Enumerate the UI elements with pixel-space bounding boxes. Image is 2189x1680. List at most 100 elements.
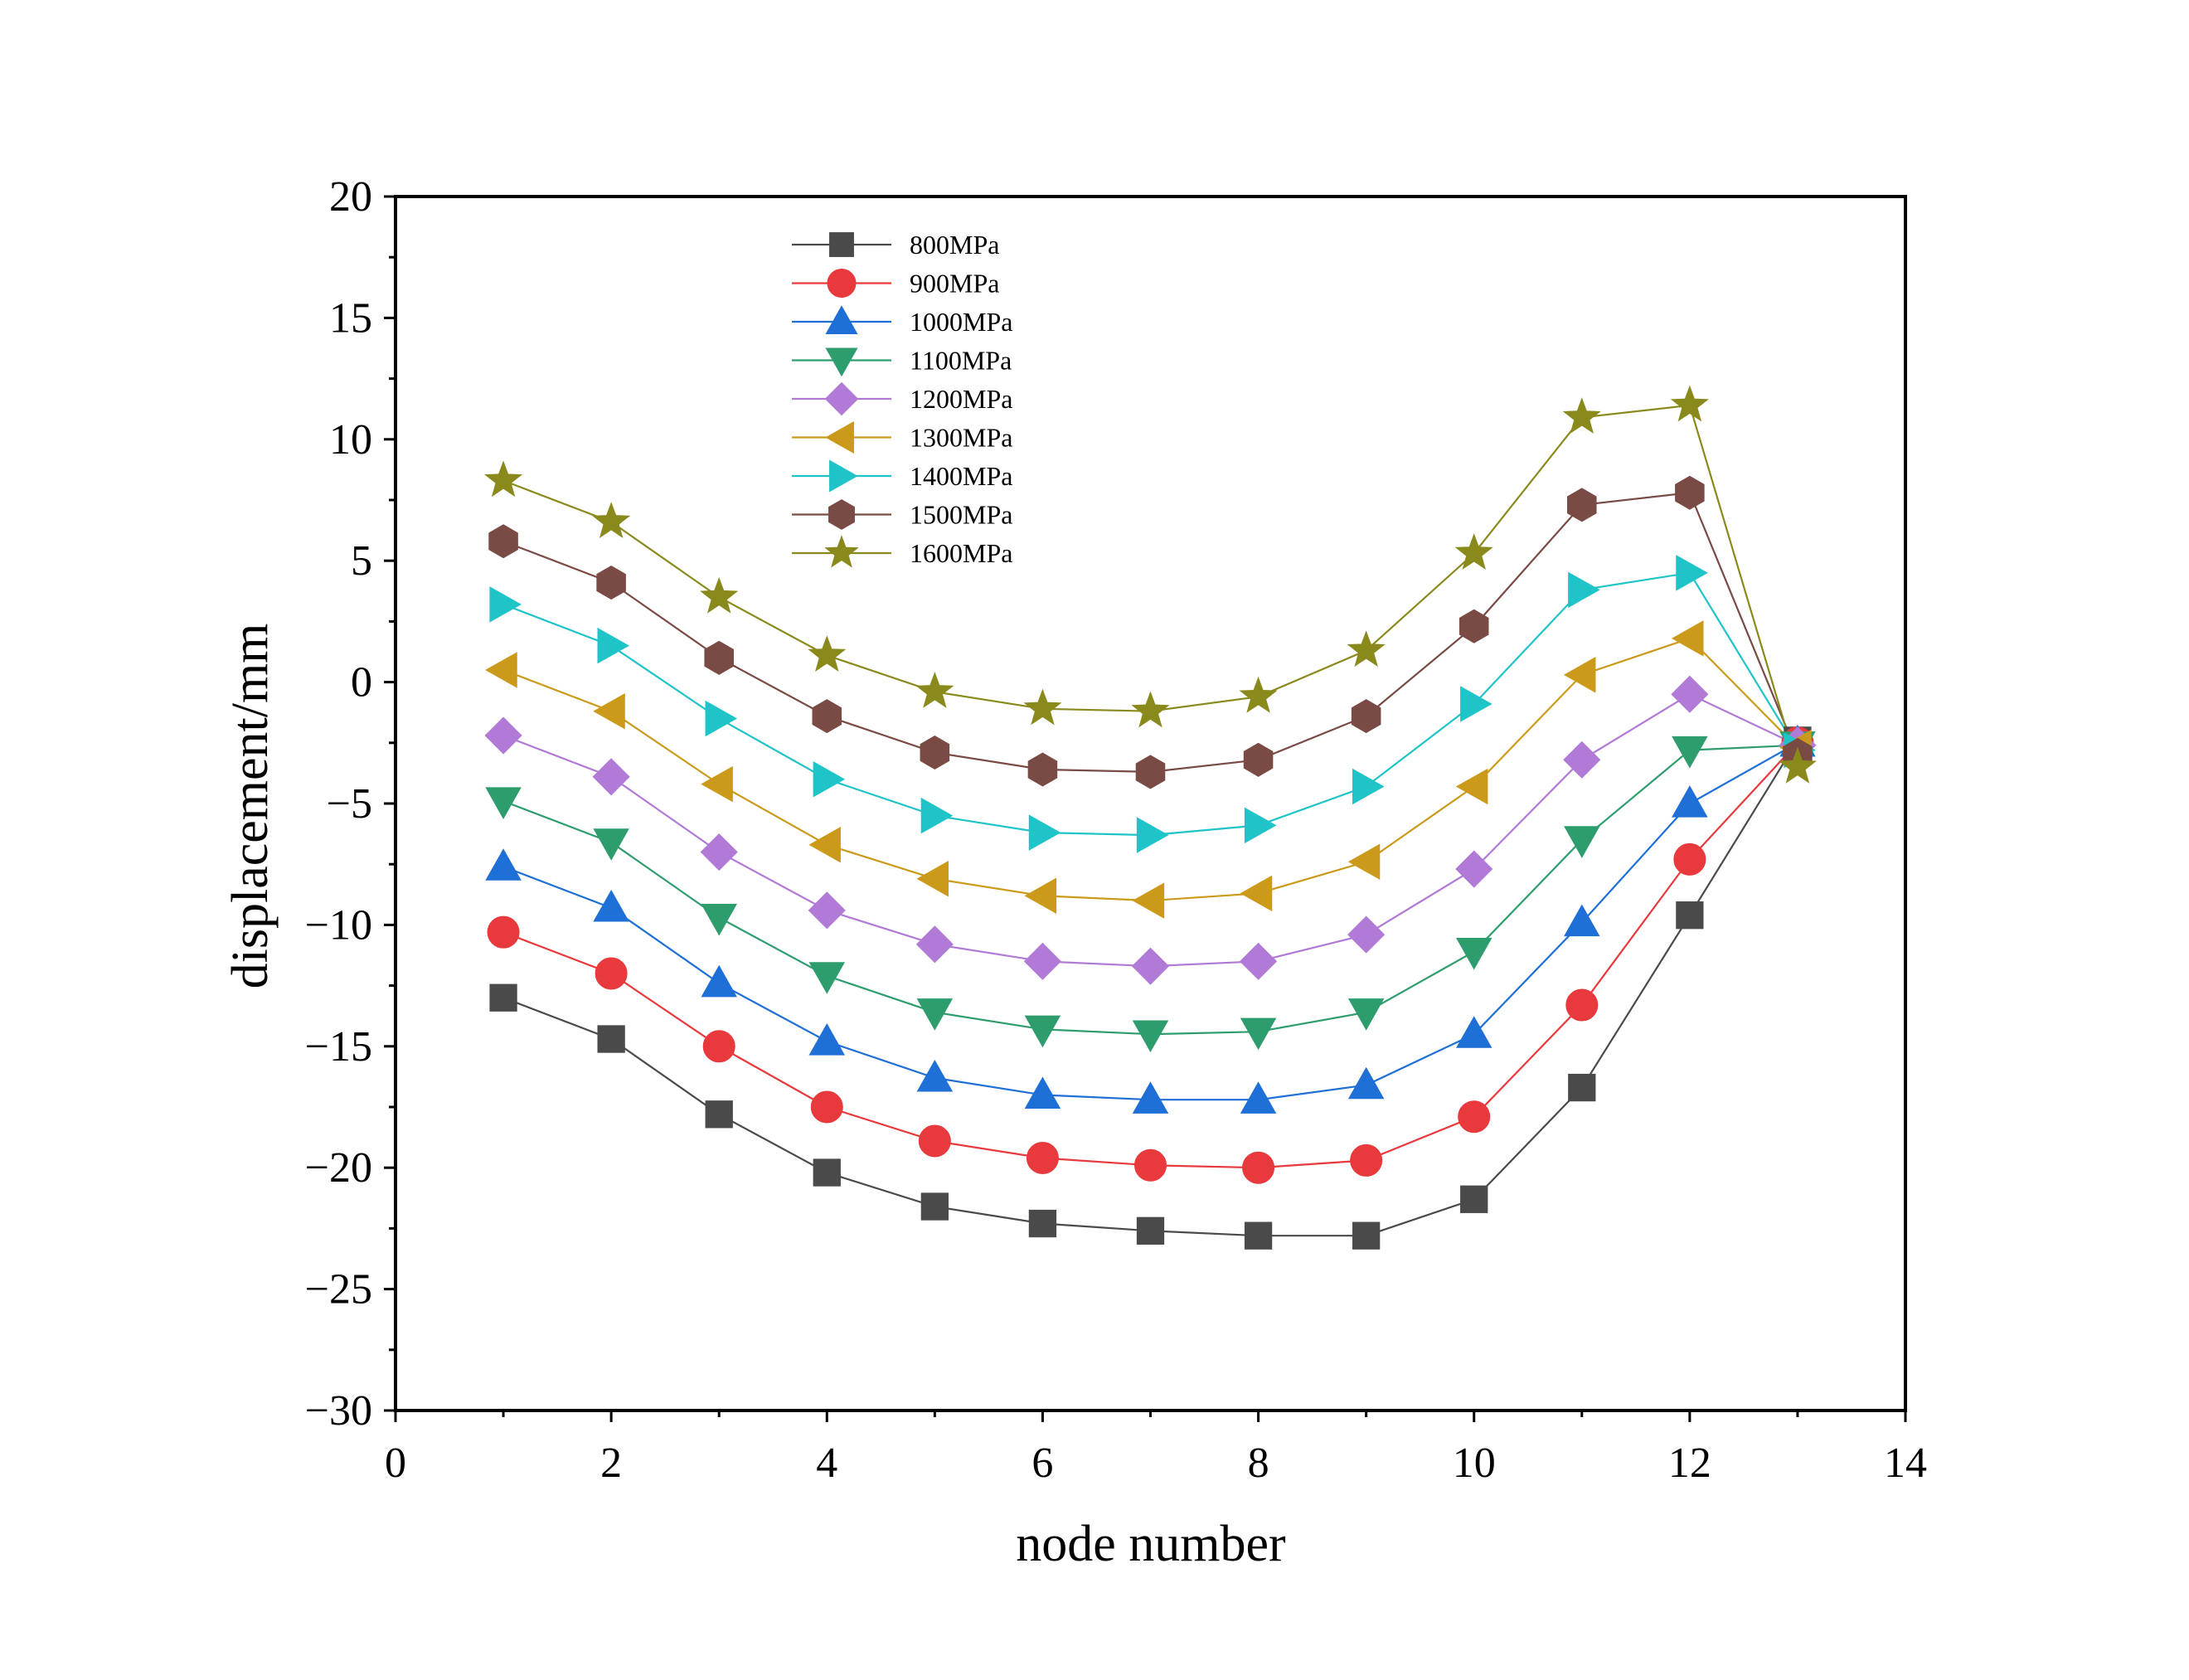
data-point [1562,397,1601,435]
y-tick-label: −25 [305,1266,372,1313]
legend-swatch-marker [825,305,858,334]
data-point [1024,1015,1061,1048]
legend-label: 1200MPa [910,384,1012,414]
data-point [1352,768,1385,805]
y-tick-label: 5 [351,537,372,585]
data-point [1676,901,1704,930]
y-axis-title: displacement/mm [222,624,279,989]
legend-item: 1100MPa [792,346,1012,377]
y-tick-label: −5 [327,780,372,828]
data-point [920,797,954,834]
data-point [1671,620,1704,657]
x-tick-label: 8 [1248,1440,1269,1487]
data-point [1455,1016,1492,1048]
x-tick-label: 12 [1668,1440,1711,1487]
data-point [1028,1209,1057,1238]
legend-label: 1100MPa [910,346,1012,376]
legend-item: 900MPa [792,269,999,299]
data-point [1347,630,1386,668]
data-point [1027,752,1058,787]
x-tick-label: 14 [1884,1440,1927,1487]
legend-swatch-marker [827,269,857,298]
data-point [704,640,734,675]
legend-item: 800MPa [792,230,999,260]
legend-item: 1400MPa [792,459,1012,493]
data-point [593,692,625,730]
series-markers [484,385,1817,1250]
data-point [915,672,954,708]
data-point [489,983,517,1012]
data-point [1240,1017,1277,1051]
legend-item: 1300MPa [792,420,1012,454]
data-point [1563,740,1601,779]
data-point [1458,1100,1491,1134]
data-point [920,735,950,770]
data-point [808,962,846,994]
data-point [597,1025,625,1053]
legend-swatch-marker [825,420,854,454]
legend-label: 1300MPa [910,423,1012,453]
data-point [1243,742,1274,777]
data-point [1568,1073,1596,1102]
data-point [916,1059,954,1092]
data-point [485,848,522,881]
data-point [1131,691,1170,728]
data-point [1023,688,1062,726]
data-point [1026,1141,1059,1174]
data-point [484,716,522,755]
data-point [592,502,631,538]
data-point [701,765,733,803]
legend-label: 1400MPa [910,461,1012,491]
data-point [597,627,630,664]
legend-swatch-marker [824,381,859,416]
data-point [1672,736,1708,769]
data-point [485,652,517,688]
data-point [1131,947,1170,985]
data-point [810,1090,843,1124]
data-point [808,635,847,672]
data-point [1347,843,1381,881]
data-point [1135,755,1166,789]
data-point [1134,1148,1167,1182]
data-point [1024,877,1057,915]
data-point [1672,785,1708,818]
series-line [502,492,1798,774]
data-point [808,891,846,930]
x-tick-label: 4 [816,1440,837,1487]
legend-swatch-marker [828,499,855,530]
data-point [1244,1221,1273,1250]
y-tick-label: −30 [305,1387,372,1435]
data-point [1240,942,1278,980]
data-point [1132,1020,1169,1053]
data-point [1671,675,1709,713]
legend-label: 1600MPa [910,538,1012,568]
legend-item: 1500MPa [792,499,1012,530]
data-point [700,833,738,872]
data-point [1240,875,1273,912]
data-point [1455,768,1488,805]
legend-label: 1500MPa [910,500,1012,530]
legend-label: 1000MPa [910,307,1012,337]
data-point [487,915,520,949]
data-point [596,566,626,600]
x-tick-label: 6 [1031,1440,1053,1487]
x-axis: 0 2 4 6 8 10 12 14 [385,1411,1927,1487]
data-point [812,699,842,734]
data-point [489,586,522,623]
data-point [1670,385,1709,422]
data-point [1350,1143,1383,1177]
legend-swatch-marker [829,459,858,493]
data-point [1460,686,1492,722]
data-point [1239,676,1278,713]
data-point [918,1124,951,1158]
data-point [813,760,846,798]
data-point [593,889,629,922]
data-point [1352,1221,1381,1250]
legend-label: 800MPa [910,230,999,260]
data-point [1351,699,1381,734]
data-point [484,460,523,498]
data-point [1565,988,1599,1022]
data-point [702,1030,735,1063]
y-tick-label: 15 [329,294,372,342]
